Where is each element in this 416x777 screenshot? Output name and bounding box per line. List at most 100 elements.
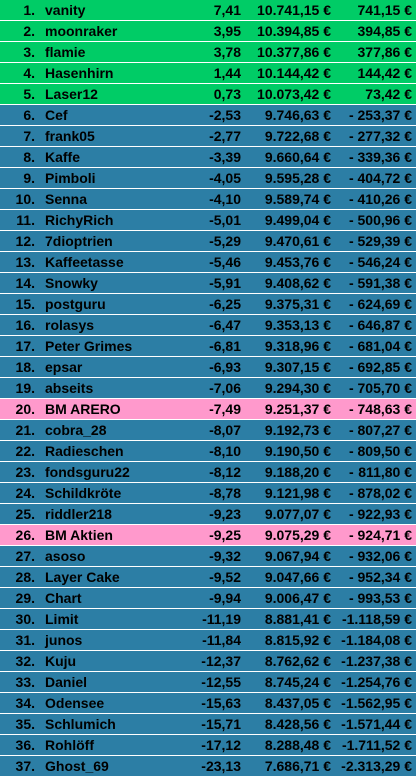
table-row: 24. Schildkröte -8,78 9.121,98 € -878,02 € bbox=[0, 483, 416, 504]
portfolio-value-cell: 9.006,47 € bbox=[264, 590, 331, 606]
table-row: 28. Layer Cake -9,52 9.047,66 € -952,34 € bbox=[0, 567, 416, 588]
table-row: 17. Peter Grimes -6,81 9.318,96 € -681,04 € bbox=[0, 336, 416, 357]
delta-amount-cell: 546,24 € bbox=[357, 254, 413, 270]
delta-amount-cell: -1.562,95 € bbox=[341, 695, 412, 711]
delta-amount-cell: -2.313,29 € bbox=[341, 758, 412, 774]
delta-amount-cell: 922,93 € bbox=[357, 506, 413, 522]
change-percent-cell: -9,25 bbox=[209, 527, 241, 543]
delta-sign-cell: - bbox=[349, 485, 354, 501]
rank-cell: 2. bbox=[23, 23, 35, 39]
rank-cell: 20. bbox=[15, 401, 35, 417]
portfolio-value-cell: 9.595,28 € bbox=[264, 170, 331, 186]
name-cell: moonraker bbox=[45, 23, 118, 39]
delta-amount-cell: 646,87 € bbox=[357, 317, 413, 333]
rank-cell: 22. bbox=[15, 443, 35, 459]
table-row: 27. asoso -9,32 9.067,94 € -932,06 € bbox=[0, 546, 416, 567]
portfolio-value-cell: 9.075,29 € bbox=[264, 527, 331, 543]
table-row: 2. moonraker 3,95 10.394,85 € 394,85 € bbox=[0, 21, 416, 42]
name-cell: Kuju bbox=[45, 653, 77, 669]
change-percent-cell: -5,46 bbox=[209, 254, 241, 270]
table-row: 3. flamie 3,78 10.377,86 € 377,86 € bbox=[0, 42, 416, 63]
portfolio-value-cell: 9.375,31 € bbox=[264, 296, 331, 312]
name-cell: Chart bbox=[45, 590, 82, 606]
rank-cell: 19. bbox=[15, 380, 35, 396]
change-percent-cell: -6,47 bbox=[209, 317, 241, 333]
rank-cell: 17. bbox=[15, 338, 35, 354]
portfolio-value-cell: 9.077,07 € bbox=[264, 506, 331, 522]
delta-sign-cell: - bbox=[349, 422, 354, 438]
name-cell: riddler218 bbox=[45, 506, 112, 522]
portfolio-value-cell: 9.453,76 € bbox=[264, 254, 331, 270]
change-percent-cell: -8,07 bbox=[209, 422, 241, 438]
change-percent-cell: -7,49 bbox=[209, 401, 241, 417]
rank-cell: 25. bbox=[15, 506, 35, 522]
table-row: 29. Chart -9,94 9.006,47 € -993,53 € bbox=[0, 588, 416, 609]
change-percent-cell: -2,77 bbox=[209, 128, 241, 144]
name-cell: Cef bbox=[45, 107, 68, 123]
name-cell: fondsguru22 bbox=[45, 464, 130, 480]
change-percent-cell: -8,12 bbox=[209, 464, 241, 480]
delta-sign-cell: - bbox=[349, 443, 354, 459]
change-percent-cell: -9,94 bbox=[209, 590, 241, 606]
table-row: 35. Schlumich -15,71 8.428,56 € -1.571,44 € bbox=[0, 714, 416, 735]
delta-amount-cell: 878,02 € bbox=[357, 485, 413, 501]
delta-amount-cell: 748,63 € bbox=[357, 401, 413, 417]
table-row: 12. 7dioptrien -5,29 9.470,61 € -529,39 € bbox=[0, 231, 416, 252]
table-row: 5. Laser12 0,73 10.073,42 € 73,42 € bbox=[0, 84, 416, 105]
rank-cell: 28. bbox=[15, 569, 35, 585]
change-percent-cell: -15,71 bbox=[201, 716, 241, 732]
rank-cell: 24. bbox=[15, 485, 35, 501]
rank-cell: 26. bbox=[15, 527, 35, 543]
table-row: 22. Radieschen -8,10 9.190,50 € -809,50 € bbox=[0, 441, 416, 462]
name-cell: BM ARERO bbox=[45, 401, 121, 417]
delta-amount-cell: -1.571,44 € bbox=[341, 716, 412, 732]
rank-cell: 36. bbox=[15, 737, 35, 753]
delta-sign-cell: - bbox=[349, 359, 354, 375]
delta-amount-cell: 681,04 € bbox=[357, 338, 413, 354]
delta-amount-cell: 924,71 € bbox=[357, 527, 413, 543]
delta-amount-cell: 410,26 € bbox=[357, 191, 413, 207]
delta-amount-cell: 253,37 € bbox=[357, 107, 413, 123]
table-row: 30. Limit -11,19 8.881,41 € -1.118,59 € bbox=[0, 609, 416, 630]
name-cell: 7dioptrien bbox=[45, 233, 113, 249]
name-cell: epsar bbox=[45, 359, 83, 375]
rank-cell: 14. bbox=[15, 275, 35, 291]
portfolio-value-cell: 8.428,56 € bbox=[264, 716, 331, 732]
delta-amount-cell: 741,15 € bbox=[357, 2, 413, 18]
change-percent-cell: -5,91 bbox=[209, 275, 241, 291]
delta-amount-cell: 811,80 € bbox=[358, 464, 412, 480]
name-cell: Kaffe bbox=[45, 149, 81, 165]
table-row: 9. Pimboli -4,05 9.595,28 € -404,72 € bbox=[0, 168, 416, 189]
delta-sign-cell: - bbox=[349, 401, 354, 417]
delta-amount-cell: 624,69 € bbox=[357, 296, 413, 312]
portfolio-value-cell: 9.047,66 € bbox=[264, 569, 331, 585]
change-percent-cell: 1,44 bbox=[213, 65, 241, 81]
delta-amount-cell: -1.254,76 € bbox=[341, 674, 412, 690]
change-percent-cell: -6,25 bbox=[209, 296, 241, 312]
table-row: 19. abseits -7,06 9.294,30 € -705,70 € bbox=[0, 378, 416, 399]
delta-amount-cell: 993,53 € bbox=[357, 590, 413, 606]
name-cell: Laser12 bbox=[45, 86, 98, 102]
delta-amount-cell: 529,39 € bbox=[357, 233, 413, 249]
portfolio-value-cell: 8.288,48 € bbox=[264, 737, 331, 753]
rank-cell: 7. bbox=[23, 128, 35, 144]
rank-cell: 4. bbox=[23, 65, 35, 81]
delta-sign-cell: - bbox=[349, 464, 354, 480]
change-percent-cell: -12,55 bbox=[201, 674, 241, 690]
delta-sign-cell: - bbox=[349, 275, 354, 291]
change-percent-cell: -3,39 bbox=[209, 149, 241, 165]
delta-sign-cell: - bbox=[349, 569, 354, 585]
name-cell: Hasenhirn bbox=[45, 65, 114, 81]
table-row: 20. BM ARERO -7,49 9.251,37 € -748,63 € bbox=[0, 399, 416, 420]
table-row: 33. Daniel -12,55 8.745,24 € -1.254,76 € bbox=[0, 672, 416, 693]
rank-cell: 35. bbox=[15, 716, 35, 732]
portfolio-value-cell: 9.188,20 € bbox=[264, 464, 331, 480]
change-percent-cell: -11,19 bbox=[202, 611, 241, 627]
table-row: 32. Kuju -12,37 8.762,62 € -1.237,38 € bbox=[0, 651, 416, 672]
name-cell: Schlumich bbox=[45, 716, 116, 732]
rank-cell: 16. bbox=[15, 317, 35, 333]
delta-sign-cell: - bbox=[349, 212, 354, 228]
rank-cell: 29. bbox=[15, 590, 35, 606]
table-row: 36. Rohlöff -17,12 8.288,48 € -1.711,52 € bbox=[0, 735, 416, 756]
delta-sign-cell: - bbox=[349, 296, 354, 312]
